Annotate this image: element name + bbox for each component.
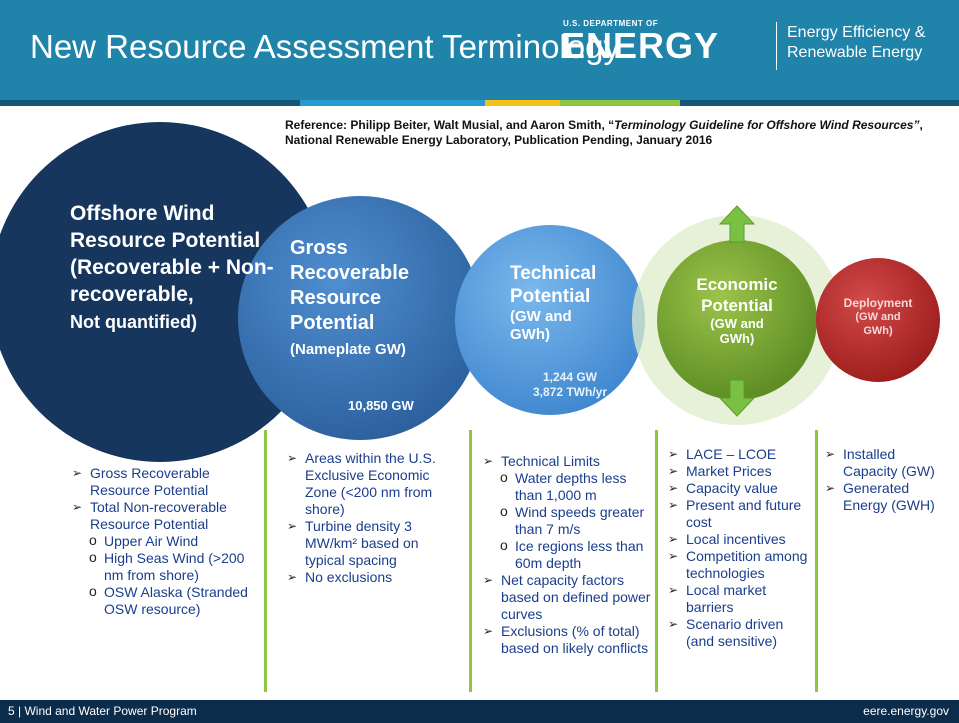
sub-item: OSW Alaska (Stranded OSW resource) <box>72 583 257 618</box>
column: Gross Recoverable Resource PotentialTota… <box>72 465 257 618</box>
circle-1-text: Offshore Wind Resource Potential (Recove… <box>70 200 275 336</box>
circle-sub: (GW and GWh) <box>510 308 572 343</box>
bullet-list: Areas within the U.S. Exclusive Economic… <box>287 450 462 586</box>
ref-prefix: Reference: Philipp Beiter, Walt Musial, … <box>285 118 615 132</box>
bullet-item: Capacity value <box>668 480 813 497</box>
bullet-item: Competition among technologies <box>668 548 813 582</box>
ref-title: Terminology Guideline for Offshore Wind … <box>614 118 920 132</box>
column: Installed Capacity (GW)Generated Energy … <box>825 446 953 514</box>
sub-item: Water depths less than 1,000 m <box>483 469 653 504</box>
bullet-item: LACE – LCOE <box>668 446 813 463</box>
bullet-list: Technical LimitsWater depths less than 1… <box>483 453 653 657</box>
sub-item: Upper Air Wind <box>72 532 257 550</box>
header-band <box>0 0 959 100</box>
bullet-item: Total Non-recoverable Resource Potential <box>72 499 257 533</box>
bullet-item: Local market barriers <box>668 582 813 616</box>
bullet-item: Technical Limits <box>483 453 653 470</box>
column: Technical LimitsWater depths less than 1… <box>483 453 653 657</box>
column: Areas within the U.S. Exclusive Economic… <box>287 450 462 586</box>
circle-sub: Not quantified) <box>70 312 197 332</box>
logo-separator <box>776 22 777 70</box>
bullet-item: Exclusions (% of total) based on likely … <box>483 623 653 657</box>
arrow-up <box>718 205 756 243</box>
bullet-item: Areas within the U.S. Exclusive Economic… <box>287 450 462 518</box>
circle-heading: Deployment <box>843 296 913 310</box>
circle-2-text: Gross Recoverable Resource Potential (Nam… <box>290 236 450 362</box>
arrow-down <box>718 379 756 417</box>
sub-item: Wind speeds greater than 7 m/s <box>483 503 653 538</box>
bullet-item: Market Prices <box>668 463 813 480</box>
circle-value: 10,850 GW <box>348 398 414 413</box>
footer-band <box>0 700 959 723</box>
circle-heading: Technical Potential <box>510 263 597 307</box>
circle-3 <box>455 225 645 415</box>
header-stripe <box>0 100 959 106</box>
bullet-item: Turbine density 3 MW/km² based on typica… <box>287 518 462 569</box>
footer-left: 5 | Wind and Water Power Program <box>8 704 197 718</box>
circle-heading: Offshore Wind Resource Potential (Recove… <box>70 202 274 306</box>
logo-small: U.S. DEPARTMENT OF <box>563 19 659 28</box>
circle-sub: (Nameplate GW) <box>290 341 406 358</box>
circle-3-text: Technical Potential (GW and GWh) <box>510 262 630 345</box>
column: LACE – LCOEMarket PricesCapacity valuePr… <box>668 446 813 650</box>
circle-sub: (GW and GWh) <box>710 316 764 346</box>
circle-1 <box>0 122 330 462</box>
bullet-item: Gross Recoverable Resource Potential <box>72 465 257 499</box>
circles <box>0 122 940 462</box>
circle-value: 3,872 TWh/yr <box>532 385 608 399</box>
ref-suffix: , National Renewable Energy Laboratory, … <box>285 118 923 147</box>
divider <box>469 430 472 692</box>
office-name: Energy Efficiency & Renewable Energy <box>787 24 926 61</box>
circle-3-values: 1,244 GW 3,872 TWh/yr <box>510 370 630 400</box>
slide-title: New Resource Assessment Terminology <box>30 28 620 65</box>
circle-5-text: Deployment (GW and GWh) <box>828 296 928 338</box>
circle-value: 1,244 GW <box>542 370 598 384</box>
bullet-list: Gross Recoverable Resource PotentialTota… <box>72 465 257 618</box>
logo-big: ENERGY <box>561 25 720 66</box>
bullet-list: LACE – LCOEMarket PricesCapacity valuePr… <box>668 446 813 650</box>
circle-heading: Gross Recoverable Resource Potential <box>290 237 409 334</box>
circle-sub: (GW and GWh) <box>855 311 901 337</box>
circle-4-text: Economic Potential (GW and GWh) <box>677 274 797 348</box>
bullet-item: Generated Energy (GWH) <box>825 480 953 514</box>
circle-2 <box>238 196 482 440</box>
bullet-item: Scenario driven (and sensitive) <box>668 616 813 650</box>
bullet-item: Net capacity factors based on defined po… <box>483 572 653 623</box>
circle-4 <box>657 240 817 400</box>
bullet-item: Installed Capacity (GW) <box>825 446 953 480</box>
divider <box>655 430 658 692</box>
divider <box>815 430 818 692</box>
reference: Reference: Philipp Beiter, Walt Musial, … <box>285 118 945 148</box>
sub-item: High Seas Wind (>200 nm from shore) <box>72 549 257 584</box>
bullet-item: No exclusions <box>287 569 462 586</box>
sub-item: Ice regions less than 60m depth <box>483 537 653 572</box>
divider <box>264 430 267 692</box>
footer-right: eere.energy.gov <box>863 704 949 718</box>
bullet-item: Local incentives <box>668 531 813 548</box>
bullet-item: Present and future cost <box>668 497 813 531</box>
bullet-list: Installed Capacity (GW)Generated Energy … <box>825 446 953 514</box>
circle-5 <box>816 258 940 382</box>
circle-heading: Economic Potential <box>696 275 778 315</box>
